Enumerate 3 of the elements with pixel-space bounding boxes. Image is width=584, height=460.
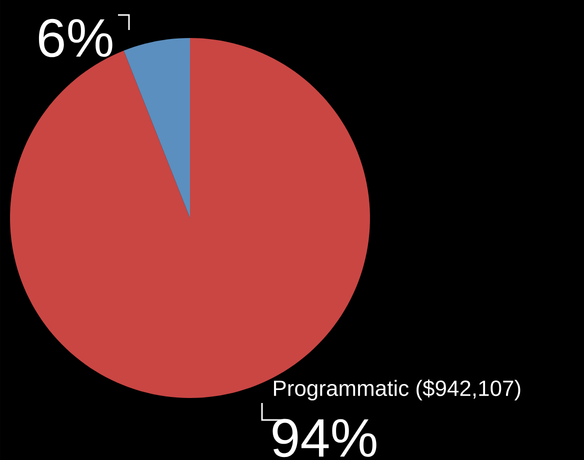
data-label: 94% [272,418,376,458]
slice-label: Programmatic ($942,107) [274,380,520,400]
data-label: 6% [38,18,112,58]
